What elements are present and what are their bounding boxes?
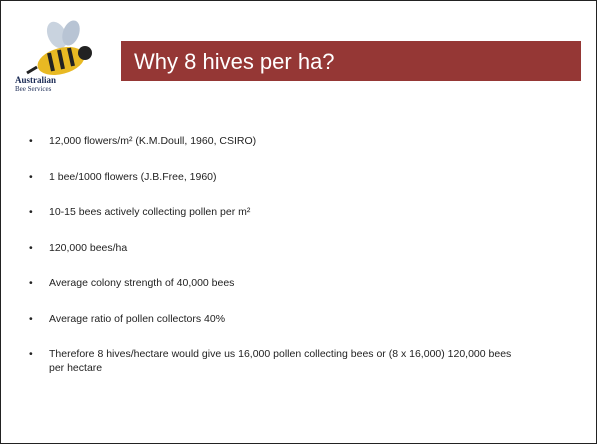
- slide-title: Why 8 hives per ha?: [134, 49, 335, 74]
- bullet-item: 120,000 bees/ha: [29, 241, 529, 255]
- bullet-item: Therefore 8 hives/hectare would give us …: [29, 347, 529, 375]
- title-bar: Why 8 hives per ha?: [121, 41, 581, 81]
- bullet-item: Average colony strength of 40,000 bees: [29, 276, 529, 290]
- bullet-item: 10-15 bees actively collecting pollen pe…: [29, 205, 529, 219]
- bullet-list: 12,000 flowers/m² (K.M.Doull, 1960, CSIR…: [29, 134, 529, 397]
- bullet-item: Average ratio of pollen collectors 40%: [29, 312, 529, 326]
- logo-bee: [26, 20, 92, 76]
- logo-name: Australian: [15, 75, 57, 85]
- logo-subtitle: Bee Services: [15, 85, 52, 93]
- bullet-item: 12,000 flowers/m² (K.M.Doull, 1960, CSIR…: [29, 134, 529, 148]
- bullet-item: 1 bee/1000 flowers (J.B.Free, 1960): [29, 170, 529, 184]
